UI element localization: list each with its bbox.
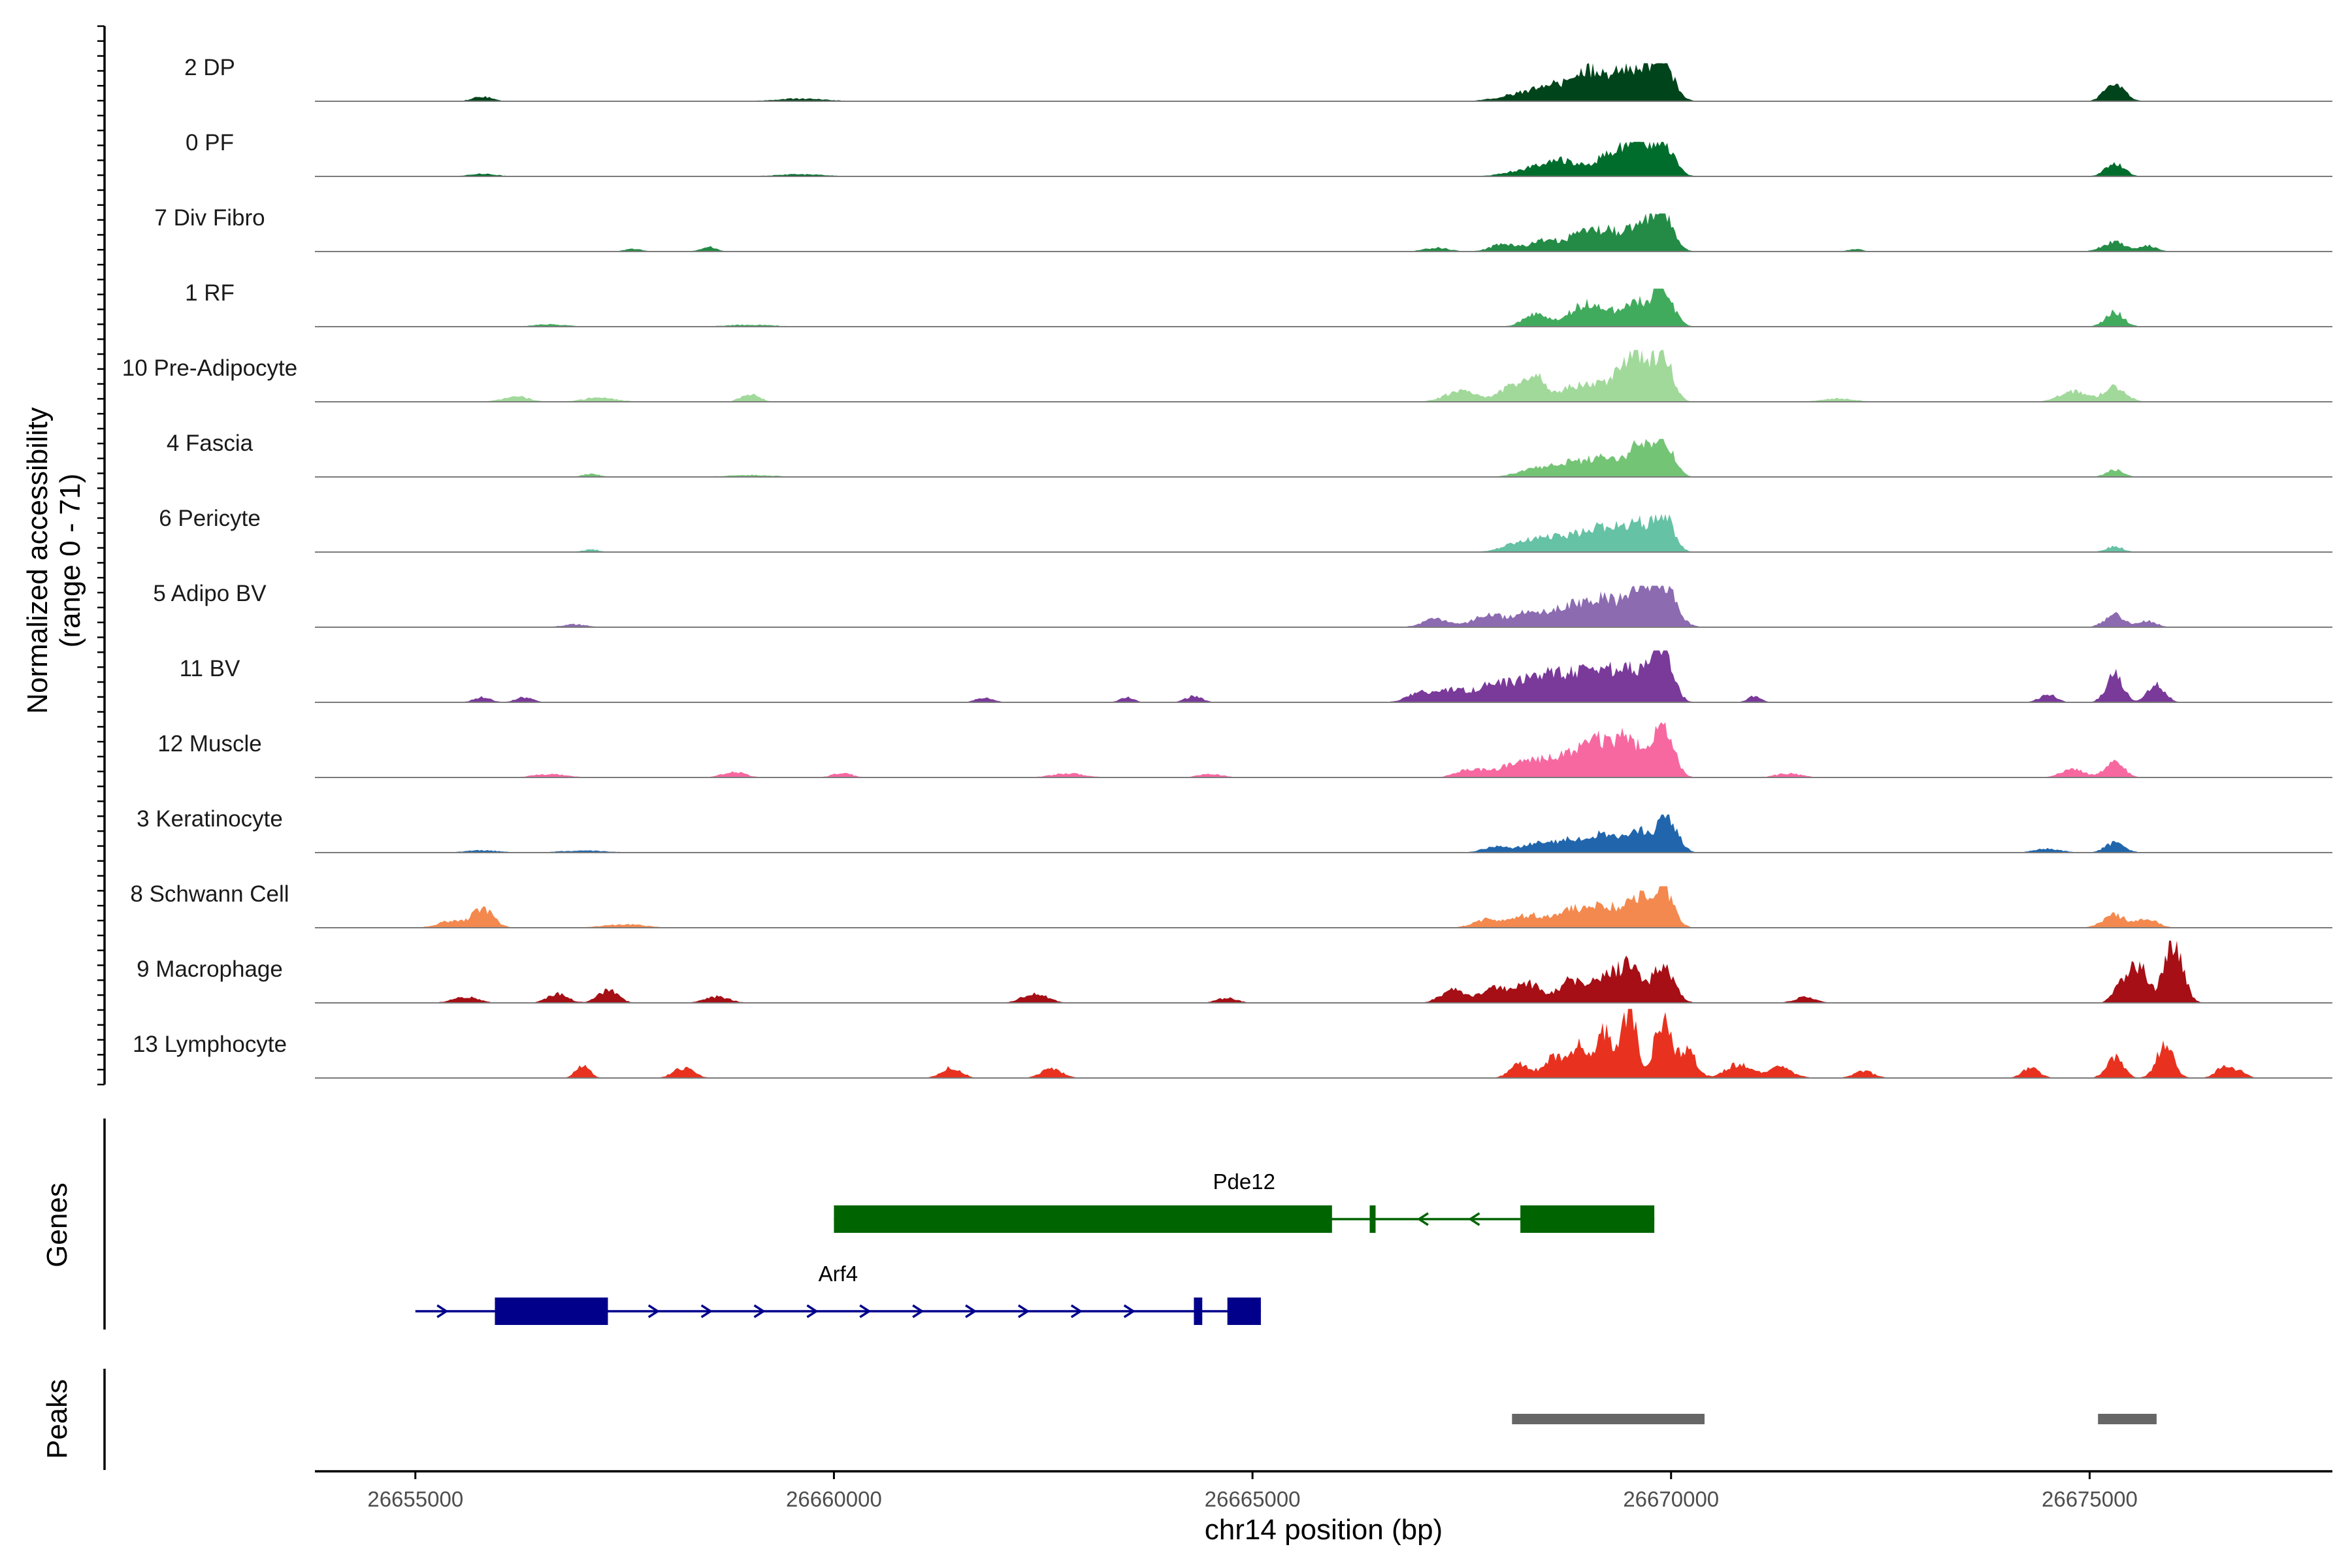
track-4-label: 10 Pre-Adipocyte (122, 355, 297, 381)
gene-Arf4-strand-arrow (753, 1304, 766, 1318)
genes-layer: Pde12 Arf4 (415, 1169, 1655, 1325)
gene-Arf4-strand-arrow (1017, 1304, 1030, 1318)
x-tick-label-3: 26670000 (1623, 1487, 1719, 1511)
gene-Arf4: Arf4 (415, 1262, 1261, 1325)
gene-Pde12: Pde12 (834, 1169, 1655, 1233)
gene-Arf4-strand-arrow (1070, 1304, 1083, 1318)
gene-Arf4-strand-arrow (700, 1304, 713, 1318)
gene-Pde12-exon-2 (1520, 1205, 1655, 1233)
gene-Arf4-strand-arrow (912, 1304, 924, 1318)
x-axis-title: chr14 position (bp) (1205, 1514, 1443, 1546)
track-8-label: 11 BV (180, 656, 240, 681)
gene-Arf4-label: Arf4 (819, 1262, 858, 1286)
track-8-coverage-area (315, 650, 2332, 702)
gene-Arf4-strand-arrow (647, 1304, 660, 1318)
y-axis-title: Normalized accessibility (22, 407, 54, 713)
track-12: 9 Macrophage (137, 940, 2332, 1004)
track-9-label: 12 Muscle (157, 731, 262, 757)
gene-Arf4-strand-arrow (859, 1304, 872, 1318)
track-11-coverage-area (315, 886, 2332, 928)
gene-Arf4-strand-arrow (965, 1304, 977, 1318)
track-11-label: 8 Schwann Cell (130, 881, 289, 907)
gene-Arf4-exon-1 (1194, 1298, 1203, 1325)
track-6: 6 Pericyte (159, 506, 2332, 553)
track-13-coverage-area (315, 1009, 2332, 1078)
track-0-label: 2 DP (184, 55, 235, 80)
track-11: 8 Schwann Cell (130, 881, 2332, 928)
gene-Arf4-exon-0 (495, 1298, 608, 1325)
gene-Arf4-exon-2 (1227, 1298, 1261, 1325)
x-axis: 26655000 26660000 26665000 26670000 26675000 (315, 1470, 2332, 1511)
gene-Arf4-strand-arrow (1123, 1304, 1135, 1318)
track-7-label: 5 Adipo BV (153, 581, 267, 606)
peak-region-0 (1512, 1414, 1705, 1424)
gene-Pde12-exon-0 (834, 1205, 1332, 1233)
track-10-label: 3 Keratinocyte (137, 806, 283, 832)
gene-Pde12-strand-arrow (1416, 1212, 1429, 1226)
track-2: 7 Div Fibro (154, 205, 2332, 252)
tracks-layer: 2 DP 0 PF 7 Div Fibro 1 RF 10 Pre-Adipocyte 4… (122, 55, 2332, 1079)
gene-Pde12-exon-1 (1369, 1205, 1376, 1233)
track-3-label: 1 RF (185, 280, 235, 306)
track-2-label: 7 Div Fibro (154, 205, 265, 231)
track-0-coverage-area (315, 63, 2332, 101)
x-tick-label-4: 26675000 (2042, 1487, 2138, 1511)
peaks-layer (1512, 1414, 2157, 1424)
gene-Arf4-strand-arrow (806, 1304, 819, 1318)
track-1-label: 0 PF (186, 130, 234, 155)
track-1: 0 PF (186, 130, 2332, 177)
track-7-coverage-area (315, 585, 2332, 627)
track-2-coverage-area (315, 213, 2332, 252)
track-0: 2 DP (184, 55, 2332, 102)
track-12-label: 9 Macrophage (137, 956, 283, 982)
track-10-coverage-area (315, 814, 2332, 853)
track-5: 4 Fascia (167, 431, 2332, 478)
track-3-coverage-area (315, 288, 2332, 327)
track-10: 3 Keratinocyte (137, 806, 2332, 853)
track-8: 11 BV (180, 650, 2332, 703)
genes-panel-label: Genes (41, 1183, 73, 1267)
track-5-label: 4 Fascia (167, 431, 253, 456)
track-3: 1 RF (185, 280, 2332, 327)
track-4-coverage-area (315, 350, 2332, 402)
track-5-coverage-area (315, 438, 2332, 477)
track-12-coverage-area (315, 940, 2332, 1003)
track-7: 5 Adipo BV (153, 581, 2332, 628)
track-13: 13 Lymphocyte (133, 1009, 2332, 1079)
x-tick-label-0: 26655000 (367, 1487, 463, 1511)
gene-Pde12-label: Pde12 (1213, 1169, 1275, 1194)
x-tick-label-2: 26665000 (1205, 1487, 1301, 1511)
peak-region-1 (2098, 1414, 2157, 1424)
track-9: 12 Muscle (157, 722, 2332, 778)
y-axis-range: (range 0 - 71) (54, 474, 86, 648)
gene-Pde12-strand-arrow (1468, 1212, 1480, 1226)
track-1-coverage-area (315, 142, 2332, 176)
track-6-label: 6 Pericyte (159, 506, 261, 531)
x-tick-label-1: 26660000 (786, 1487, 882, 1511)
peaks-panel-label: Peaks (41, 1379, 73, 1459)
track-9-coverage-area (315, 722, 2332, 777)
track-13-label: 13 Lymphocyte (133, 1032, 287, 1057)
track-4: 10 Pre-Adipocyte (122, 350, 2332, 402)
track-6-coverage-area (315, 514, 2332, 552)
gene-Arf4-strand-arrow (436, 1304, 449, 1318)
